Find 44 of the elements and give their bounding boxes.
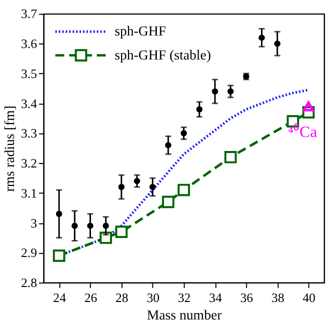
legend-label: sph-GHF (stable)	[114, 47, 212, 62]
point	[162, 196, 174, 208]
legend-label: sph-GHF	[114, 24, 166, 39]
annotation: ⁴⁰Ca	[288, 123, 318, 141]
point	[102, 222, 109, 229]
point	[274, 40, 280, 47]
point	[227, 88, 234, 95]
x-tick-label: 36	[240, 290, 254, 305]
y-tick-label: 2.9	[21, 246, 38, 260]
x-tick-label: 32	[178, 290, 191, 305]
point	[224, 150, 237, 164]
point	[149, 184, 156, 190]
point	[52, 250, 66, 262]
point	[87, 222, 94, 229]
point	[258, 34, 265, 41]
point	[212, 88, 218, 95]
x-tick-label: 30	[146, 290, 160, 305]
y-tick-label: 3.3	[21, 126, 38, 141]
point	[196, 106, 202, 112]
point	[178, 184, 190, 196]
x-axis-title: Mass number	[146, 308, 222, 323]
y-tick-label: 3.4	[21, 96, 38, 111]
y-tick-label: 2.8	[21, 276, 38, 290]
y-tick-label: 3.1	[21, 186, 38, 200]
point	[180, 130, 187, 136]
x-tick-label: 26	[84, 290, 98, 305]
x-tick-label: 38	[271, 290, 284, 305]
point	[56, 210, 62, 217]
y-tick-label: 3.2	[21, 156, 38, 171]
x-tick-label: 24	[53, 290, 67, 305]
point	[115, 226, 128, 238]
y-tick-label: 3	[30, 216, 38, 230]
point	[134, 178, 140, 184]
y-tick-label: 3.7	[21, 7, 38, 22]
point	[118, 184, 125, 190]
x-tick-label: 34	[209, 290, 222, 305]
y-tick-label: 3.6	[21, 37, 38, 52]
point	[165, 142, 172, 148]
y-tick-label: 3.5	[21, 66, 38, 81]
x-tick-label: 28	[116, 290, 128, 305]
x-tick-label: 40	[302, 290, 316, 305]
point	[302, 101, 314, 112]
point	[72, 222, 78, 229]
y-axis-title: rms radius [fm]	[2, 106, 18, 192]
